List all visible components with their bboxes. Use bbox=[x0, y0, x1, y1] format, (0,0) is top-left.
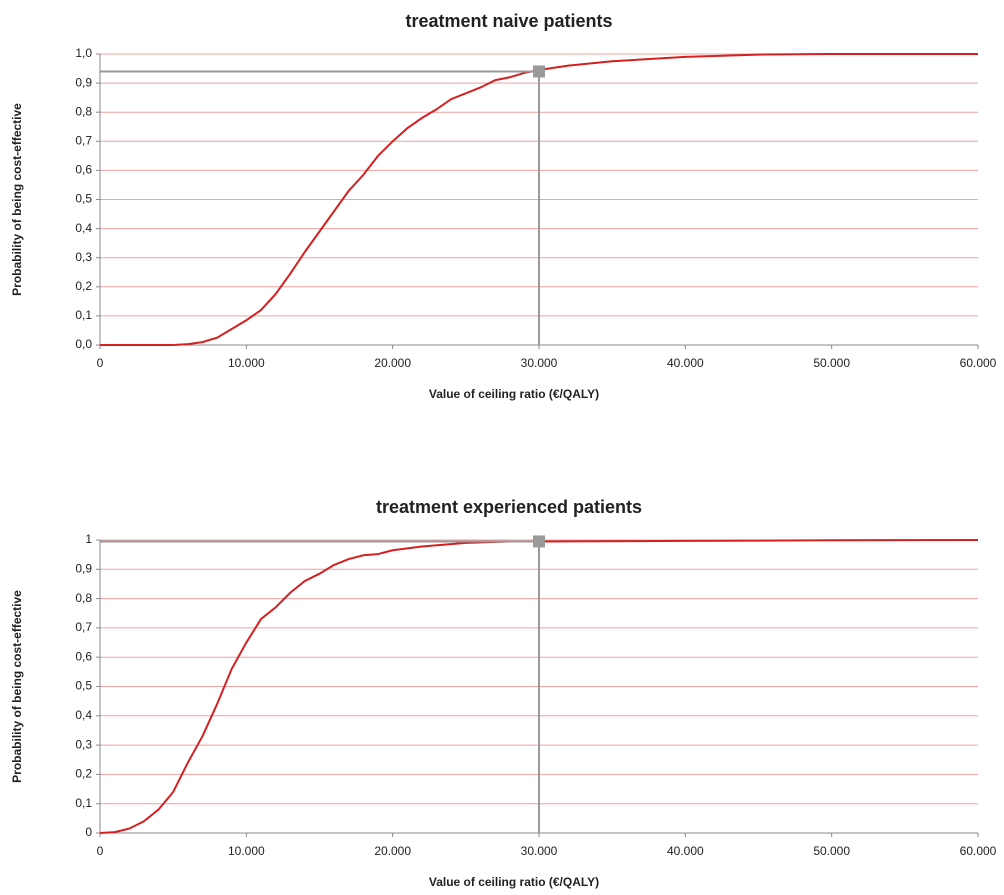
x-tick-label: 40.000 bbox=[667, 844, 704, 858]
y-tick-label: 0,6 bbox=[75, 649, 92, 663]
chart-title: treatment experienced patients bbox=[376, 497, 642, 517]
x-tick-label: 40.000 bbox=[667, 356, 704, 370]
y-tick-label: 0,0 bbox=[75, 337, 92, 351]
x-tick-label: 20.000 bbox=[374, 356, 411, 370]
x-tick-label: 30.000 bbox=[521, 356, 558, 370]
y-axis-label: Probability of being cost-effective bbox=[10, 590, 24, 783]
y-tick-label: 0,3 bbox=[75, 250, 92, 264]
x-tick-label: 60.000 bbox=[960, 356, 997, 370]
y-tick-label: 0,9 bbox=[75, 75, 92, 89]
x-tick-label: 10.000 bbox=[228, 844, 265, 858]
y-tick-label: 0,7 bbox=[75, 133, 92, 147]
x-axis-label: Value of ceiling ratio (€/QALY) bbox=[429, 387, 599, 401]
y-tick-label: 0,4 bbox=[75, 221, 92, 235]
y-tick-label: 0,9 bbox=[75, 561, 92, 575]
y-tick-label: 0,1 bbox=[75, 796, 92, 810]
y-tick-label: 0,2 bbox=[75, 279, 92, 293]
y-tick-label: 0,2 bbox=[75, 767, 92, 781]
y-tick-label: 0,1 bbox=[75, 308, 92, 322]
reference-marker bbox=[533, 535, 545, 548]
y-tick-label: 0,8 bbox=[75, 104, 92, 118]
y-tick-label: 1,0 bbox=[75, 46, 92, 60]
y-tick-label: 0,3 bbox=[75, 737, 92, 751]
y-tick-label: 0,6 bbox=[75, 163, 92, 177]
x-tick-label: 60.000 bbox=[960, 844, 997, 858]
y-tick-label: 0,4 bbox=[75, 708, 92, 722]
x-tick-label: 0 bbox=[97, 356, 104, 370]
reference-marker bbox=[533, 65, 545, 78]
x-tick-label: 30.000 bbox=[521, 844, 558, 858]
x-tick-label: 10.000 bbox=[228, 356, 265, 370]
x-tick-label: 50.000 bbox=[813, 844, 850, 858]
x-tick-label: 50.000 bbox=[813, 356, 850, 370]
x-tick-label: 0 bbox=[97, 844, 104, 858]
chart-title: treatment naive patients bbox=[405, 11, 612, 31]
x-axis-label: Value of ceiling ratio (€/QALY) bbox=[429, 875, 599, 889]
y-tick-label: 0,7 bbox=[75, 620, 92, 634]
series-line bbox=[100, 53, 978, 346]
y-tick-label: 0 bbox=[85, 825, 92, 839]
x-tick-label: 20.000 bbox=[374, 844, 411, 858]
y-axis-label: Probability of being cost-effective bbox=[10, 103, 24, 296]
y-tick-label: 0,5 bbox=[75, 679, 92, 693]
y-tick-label: 0,5 bbox=[75, 192, 92, 206]
y-tick-label: 1 bbox=[85, 532, 92, 546]
y-tick-label: 0,8 bbox=[75, 591, 92, 605]
